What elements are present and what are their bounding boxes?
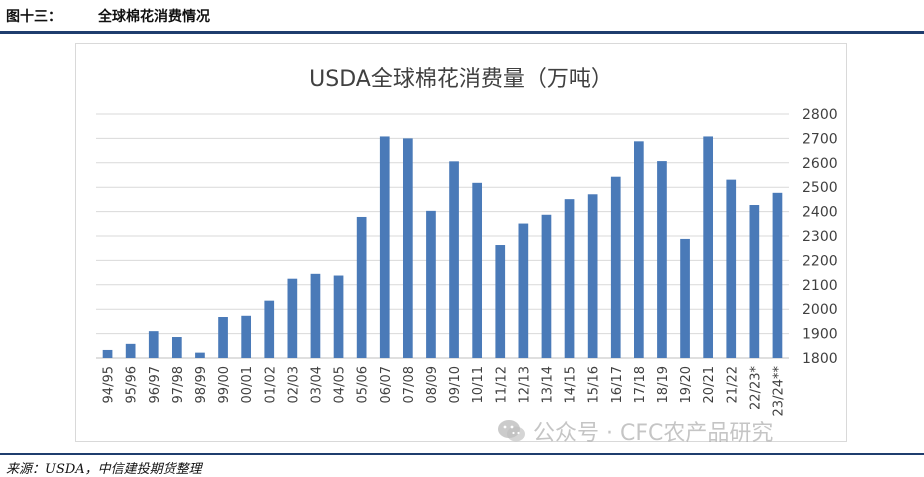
bar-18/19 (657, 161, 667, 358)
bar-05/06 (356, 216, 367, 358)
x-tick-label: 99/00 (217, 366, 232, 403)
x-tick-label: 14/15 (564, 366, 579, 403)
x-tick-label: 15/16 (587, 366, 602, 403)
bar-04/05 (333, 275, 344, 358)
y-tick-label: 2700 (802, 131, 838, 147)
y-tick-label: 2600 (802, 156, 838, 172)
y-tick-label: 2300 (802, 229, 838, 245)
chart-frame: USDA全球棉花消费量（万吨） 1800 1900 2000 2100 2200 2300… (75, 43, 847, 442)
bar-20/21 (703, 136, 714, 358)
bar-22/23* (749, 205, 760, 358)
y-tick-label: 2100 (802, 278, 838, 294)
bar-99/00 (218, 317, 228, 358)
x-tick-label: 07/08 (402, 366, 417, 403)
x-tick-label: 04/05 (333, 366, 348, 403)
x-tick-label: 08/09 (425, 366, 440, 403)
bar-21/22 (726, 179, 737, 358)
x-tick-label: 21/22 (725, 366, 740, 403)
bar-02/03 (287, 278, 298, 358)
x-tick-label: 02/03 (286, 366, 301, 403)
bar-19/20 (680, 238, 690, 358)
x-tick-label: 06/07 (379, 366, 394, 403)
bar-96/97 (148, 331, 159, 358)
x-tick-label: 13/14 (540, 366, 555, 403)
bar-07/08 (402, 138, 413, 358)
x-tick-label: 10/11 (471, 366, 486, 403)
bar-00/01 (241, 315, 252, 358)
watermark: 公众号 · CFC农产品研究 (497, 414, 773, 448)
y-tick-label: 2000 (802, 302, 838, 318)
header-rule (0, 31, 924, 34)
watermark-text: 公众号 · CFC农产品研究 (533, 421, 774, 446)
bar-08/09 (426, 210, 436, 358)
x-tick-label: 11/12 (494, 366, 509, 403)
bar-17/18 (633, 141, 644, 358)
y-tick-label: 2800 (802, 107, 838, 123)
wechat-icon (498, 420, 525, 442)
x-tick-label: 19/20 (679, 366, 694, 403)
bar-12/13 (518, 223, 529, 358)
bar-15/16 (587, 194, 598, 358)
figure-title: 全球棉花消费情况 (98, 9, 210, 25)
y-tick-label: 2400 (802, 205, 838, 221)
chart-title: USDA全球棉花消费量（万吨） (309, 67, 613, 92)
bar-01/02 (264, 300, 275, 358)
x-tick-label: 23/24** (771, 366, 786, 417)
y-tick-label: 2200 (802, 253, 838, 269)
bar-97/98 (171, 337, 182, 358)
bar-16/17 (610, 176, 621, 358)
bar-chart: USDA全球棉花消费量（万吨） 1800 1900 2000 2100 2200 2300… (96, 67, 838, 417)
x-tick-label: 09/10 (448, 366, 463, 403)
x-tick-label: 98/99 (194, 366, 209, 403)
bar-94/95 (102, 349, 113, 358)
x-tick-label: 95/96 (125, 366, 140, 403)
bar-03/04 (310, 273, 321, 358)
bar-10/11 (472, 182, 483, 358)
x-tick-label: 16/17 (610, 366, 625, 403)
x-tick-label: 05/06 (356, 366, 371, 403)
x-tick-label: 18/19 (656, 366, 671, 403)
bar-09/10 (449, 161, 459, 358)
bar-95/96 (125, 343, 136, 358)
x-tick-label: 97/98 (171, 366, 186, 403)
bar-23/24** (772, 192, 783, 358)
x-tick-label: 94/95 (102, 366, 117, 403)
bar-14/15 (564, 199, 575, 358)
figure-header: 图十三： 全球棉花消费情况 (6, 6, 918, 28)
y-tick-label: 1800 (802, 351, 838, 367)
x-tick-label: 03/04 (309, 366, 324, 403)
x-tick-label: 12/13 (517, 366, 532, 403)
y-tick-label: 1900 (802, 327, 838, 343)
x-tick-label: 17/18 (633, 366, 648, 403)
y-tick-label: 2500 (802, 180, 838, 196)
footer-rule (0, 453, 924, 455)
bar-13/14 (541, 214, 552, 358)
bar-98/99 (195, 352, 205, 358)
figure-label: 图十三： (6, 9, 62, 25)
bar-11/12 (495, 245, 506, 358)
bar-06/07 (379, 136, 390, 358)
x-tick-label: 00/01 (240, 366, 255, 403)
source-note: 来源：USDA，中信建投期货整理 (6, 462, 202, 477)
x-tick-label: 22/23* (748, 366, 763, 410)
x-tick-label: 96/97 (148, 366, 163, 403)
x-tick-label: 20/21 (702, 366, 717, 403)
x-tick-label: 01/02 (263, 366, 278, 403)
